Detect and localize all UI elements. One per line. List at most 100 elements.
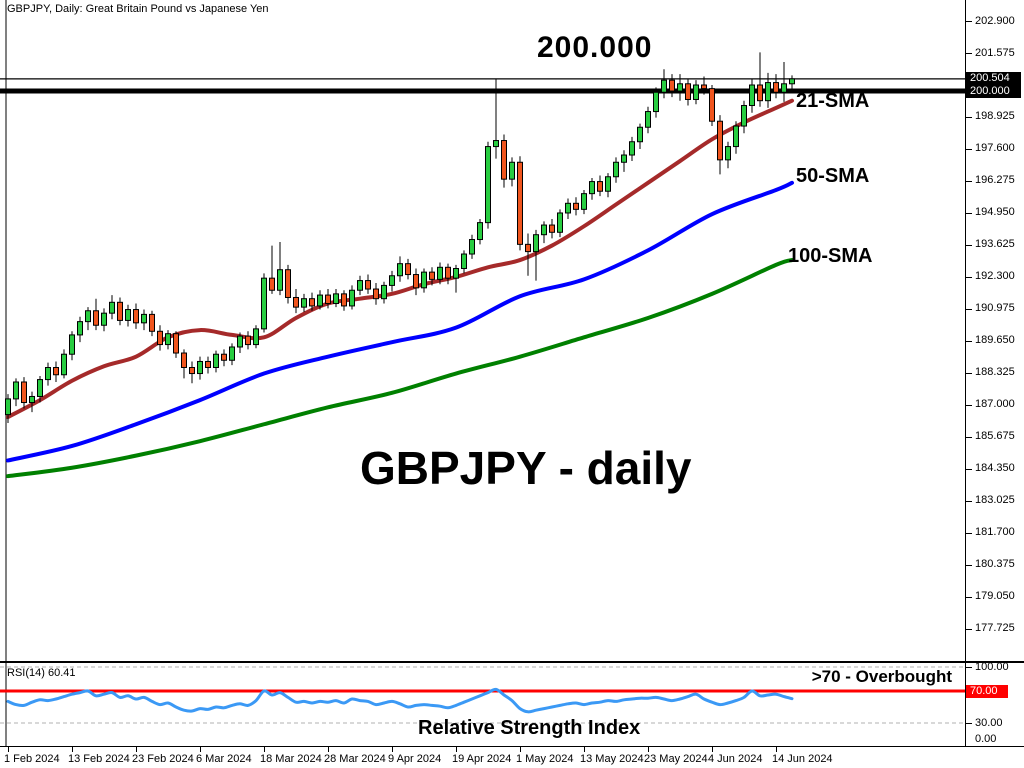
candle-body-down <box>221 353 227 361</box>
price-tick-label: 183.025 <box>975 494 1015 507</box>
price-tick-label: 184.350 <box>975 462 1015 475</box>
tick-mark <box>965 340 972 342</box>
candle-body-down <box>93 310 99 326</box>
candle-body-up <box>653 91 659 113</box>
candle-body-down <box>173 333 179 354</box>
candle-body-up <box>349 289 355 307</box>
date-tick-label: 4 Jun 2024 <box>708 753 763 765</box>
tick-mark <box>965 628 972 630</box>
candle-body-up <box>469 239 475 255</box>
candle-body-up <box>453 268 459 279</box>
price-panel[interactable]: GBPJPY, Daily: Great Britain Pound vs Ja… <box>0 0 965 663</box>
candle-body-down <box>773 82 779 93</box>
price-tick-label: 193.625 <box>975 238 1015 251</box>
candle-body-up <box>141 313 147 324</box>
candle-body-up <box>381 284 387 300</box>
date-tick-label: 1 May 2024 <box>516 753 574 765</box>
candle-body-up <box>693 84 699 100</box>
tick-mark <box>965 212 972 214</box>
candle-body-up <box>69 334 75 355</box>
candle-body-up <box>637 126 643 143</box>
date-tick-label: 14 Jun 2024 <box>772 753 833 765</box>
rsi-axis[interactable]: 100.00 70.00 30.00 0.00 <box>965 660 1024 748</box>
candle-body-up <box>581 193 587 210</box>
candle-body-down <box>525 243 531 253</box>
candle-body-down <box>293 296 299 308</box>
candle-body-up <box>317 294 323 307</box>
price-tick-label: 190.975 <box>975 302 1015 315</box>
candle-body-up <box>397 263 403 277</box>
candle-body-up <box>357 280 363 291</box>
candle-body-up <box>789 78 795 85</box>
candle-body-up <box>389 275 395 286</box>
candle-body-up <box>557 212 563 233</box>
tick-mark <box>200 746 201 752</box>
tick-mark <box>72 746 73 752</box>
candle-body-down <box>245 335 251 346</box>
candle-body-down <box>189 367 195 375</box>
candle-body-up <box>765 82 771 102</box>
rsi-axis-boxed-label: 70.00 <box>966 684 1008 698</box>
tick-mark <box>965 532 972 534</box>
candle-body-up <box>125 309 131 321</box>
candle-body-up <box>237 335 243 348</box>
price-tick-label: 197.600 <box>975 142 1015 155</box>
price-axis-boxed-label: 200.000 <box>966 84 1021 98</box>
candle-body-up <box>741 105 747 127</box>
tick-mark <box>965 436 972 438</box>
candle-body-up <box>493 140 499 148</box>
tick-mark <box>965 180 972 182</box>
price-tick-label: 192.300 <box>975 270 1015 283</box>
tick-mark <box>8 746 9 752</box>
candle-body-down <box>325 294 331 305</box>
rsi-tick-label: 100.00 <box>975 660 1009 673</box>
rsi-tick-label: 0.00 <box>975 733 997 745</box>
tick-mark <box>456 746 457 752</box>
tick-mark <box>584 746 585 752</box>
candle-body-up <box>253 328 259 346</box>
candle-body-up <box>461 253 467 270</box>
tick-mark <box>712 746 713 752</box>
candle-body-up <box>781 83 787 93</box>
candle-body-down <box>285 269 291 298</box>
tick-mark <box>264 746 265 752</box>
date-tick-label: 18 Mar 2024 <box>260 753 322 765</box>
sma21-line <box>6 98 794 420</box>
candle-body-up <box>605 176 611 192</box>
date-tick-label: 9 Apr 2024 <box>388 753 442 765</box>
rsi-line <box>6 687 794 714</box>
date-axis-separator <box>0 746 1024 747</box>
tick-mark <box>965 667 972 668</box>
candle-body-down <box>701 84 707 90</box>
annotation-rsi-title: Relative Strength Index <box>418 717 641 739</box>
candle-body-up <box>261 277 267 330</box>
date-axis[interactable]: 1 Feb 2024 13 Feb 2024 23 Feb 2024 6 Mar 20… <box>0 746 1024 768</box>
candle-body-down <box>445 266 451 279</box>
candle-body-up <box>165 333 171 346</box>
candle-body-down <box>309 298 315 307</box>
price-tick-label: 189.650 <box>975 334 1015 347</box>
annotation-overbought: >70 - Overbought <box>811 667 952 686</box>
price-chart-canvas <box>0 0 965 663</box>
tick-mark <box>965 116 972 118</box>
candle-body-down <box>685 83 691 100</box>
candle-body-up <box>661 79 667 93</box>
candle-body-down <box>405 263 411 276</box>
panel-separator <box>0 661 1024 663</box>
candles-layer <box>5 52 795 424</box>
candle-body-up <box>477 222 483 241</box>
rsi-panel[interactable]: RSI(14) 60.41 >70 - Overbought Relative … <box>0 663 965 746</box>
candle-body-down <box>149 313 155 332</box>
candle-body-up <box>5 398 11 416</box>
candle-body-down <box>429 271 435 280</box>
price-axis-boxed-label: 200.504 <box>966 72 1021 86</box>
price-tick-label: 187.000 <box>975 398 1015 411</box>
tick-mark <box>776 746 777 752</box>
candle-body-down <box>117 301 123 321</box>
price-axis[interactable]: 202.900 201.575 198.925 197.600 196.275 194.9… <box>965 0 1024 663</box>
candle-body-up <box>485 146 491 224</box>
rsi-indicator-label: RSI(14) 60.41 <box>7 667 76 679</box>
candle-body-up <box>645 111 651 128</box>
date-tick-label: 6 Mar 2024 <box>196 753 252 765</box>
